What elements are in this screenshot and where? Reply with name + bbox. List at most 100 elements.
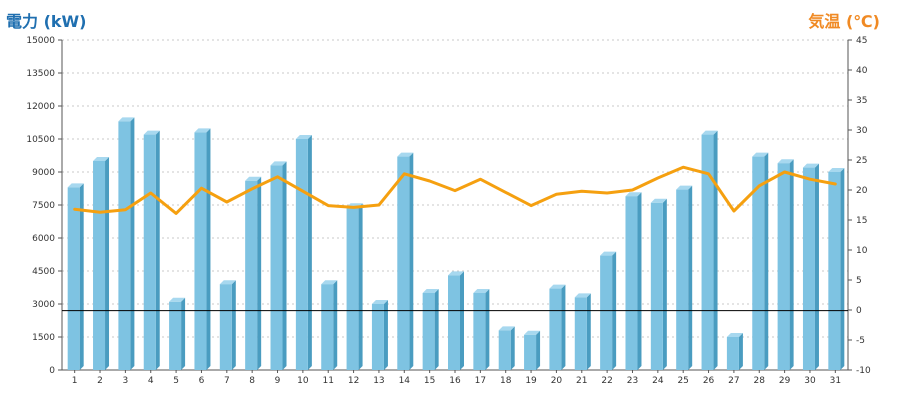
y-right-tick-label: 5 bbox=[856, 276, 862, 286]
x-tick-label: 5 bbox=[173, 376, 179, 386]
bar-side bbox=[662, 198, 667, 370]
temperature-line bbox=[73, 165, 837, 215]
bar-top bbox=[752, 152, 769, 157]
x-tick-label: 9 bbox=[275, 376, 281, 386]
bar-side bbox=[688, 185, 693, 370]
bar-side bbox=[358, 203, 363, 370]
bar bbox=[448, 275, 460, 370]
y-left-tick-label: 3000 bbox=[32, 300, 55, 310]
bar bbox=[625, 196, 638, 370]
y-right-tick-label: 45 bbox=[856, 36, 867, 46]
bar-top bbox=[448, 271, 464, 276]
x-tick-label: 6 bbox=[199, 376, 205, 386]
bar bbox=[397, 156, 410, 370]
y-left-tick-label: 9000 bbox=[32, 168, 55, 178]
x-tick-label: 31 bbox=[830, 376, 841, 386]
bar bbox=[295, 139, 308, 370]
bar-side bbox=[130, 117, 135, 371]
bar bbox=[726, 337, 739, 370]
x-tick-label: 28 bbox=[754, 376, 766, 386]
bar bbox=[321, 284, 334, 370]
bar-side bbox=[637, 192, 642, 370]
bar-top bbox=[219, 280, 236, 285]
bar bbox=[118, 121, 131, 371]
bar bbox=[701, 134, 714, 370]
x-tick-label: 17 bbox=[475, 376, 486, 386]
x-tick-label: 30 bbox=[804, 376, 816, 386]
bar bbox=[371, 304, 384, 370]
bar-top bbox=[701, 130, 718, 135]
bar bbox=[650, 202, 663, 370]
x-tick-label: 2 bbox=[97, 376, 103, 386]
bar bbox=[549, 288, 562, 370]
bar-top bbox=[422, 289, 439, 293]
bar-side bbox=[586, 293, 591, 370]
bar-top bbox=[600, 251, 617, 256]
y-left-tick-label: 7500 bbox=[32, 201, 55, 211]
x-tick-label: 16 bbox=[449, 376, 461, 386]
x-tick-label: 3 bbox=[123, 376, 129, 386]
bar-top bbox=[270, 161, 287, 166]
bar-side bbox=[840, 168, 845, 370]
x-tick-label: 19 bbox=[525, 376, 537, 386]
bar-side bbox=[510, 326, 515, 370]
bar-side bbox=[561, 284, 566, 370]
x-tick-label: 12 bbox=[348, 376, 359, 386]
x-tick-label: 7 bbox=[224, 376, 230, 386]
bar bbox=[828, 172, 841, 370]
bar-side bbox=[257, 176, 262, 370]
bar-side bbox=[333, 280, 338, 370]
bar-side bbox=[713, 130, 718, 370]
bar bbox=[422, 293, 435, 370]
x-tick-label: 23 bbox=[627, 376, 638, 386]
bar-side bbox=[814, 163, 819, 370]
y-left-tick-label: 10500 bbox=[26, 135, 55, 145]
bar-top bbox=[397, 152, 414, 157]
bar bbox=[219, 284, 232, 370]
y-left-tick-label: 15000 bbox=[26, 36, 55, 46]
x-tick-label: 15 bbox=[424, 376, 435, 386]
bar bbox=[574, 297, 587, 370]
bar bbox=[752, 156, 765, 370]
y-left-tick-label: 12000 bbox=[26, 102, 55, 112]
bar bbox=[194, 132, 207, 370]
x-tick-label: 20 bbox=[551, 376, 563, 386]
y-right-tick-label: 30 bbox=[856, 126, 868, 136]
bar-top bbox=[549, 284, 566, 289]
y-left-tick-label: 1500 bbox=[32, 333, 55, 343]
bar bbox=[676, 189, 689, 370]
bar-top bbox=[169, 297, 186, 302]
bar-top bbox=[473, 289, 490, 293]
x-tick-label: 27 bbox=[728, 376, 739, 386]
x-tick-label: 14 bbox=[399, 376, 411, 386]
x-tick-label: 18 bbox=[500, 376, 512, 386]
y-left-tick-label: 4500 bbox=[32, 267, 55, 277]
bar bbox=[270, 165, 283, 370]
bar bbox=[473, 293, 486, 370]
bar-side bbox=[181, 297, 186, 370]
x-tick-label: 22 bbox=[601, 376, 612, 386]
bar-top bbox=[574, 293, 591, 298]
y-left-tick-label: 0 bbox=[49, 366, 55, 376]
x-tick-label: 1 bbox=[72, 376, 78, 386]
y-left-tick-label: 6000 bbox=[32, 234, 55, 244]
bar-top bbox=[194, 128, 211, 133]
x-tick-label: 24 bbox=[652, 376, 664, 386]
bar-side bbox=[409, 152, 414, 370]
x-tick-label: 11 bbox=[322, 376, 333, 386]
bar-top bbox=[802, 163, 819, 168]
y-right-tick-label: -5 bbox=[856, 336, 865, 346]
bar-side bbox=[79, 183, 84, 370]
bar-side bbox=[307, 135, 312, 370]
bar-top bbox=[67, 183, 84, 188]
bar-side bbox=[460, 271, 464, 370]
bar-side bbox=[383, 300, 388, 370]
bar bbox=[67, 187, 80, 370]
bar bbox=[169, 301, 182, 370]
bar-side bbox=[206, 128, 211, 370]
x-tick-label: 21 bbox=[576, 376, 587, 386]
bar-top bbox=[650, 198, 667, 203]
bar-top bbox=[726, 333, 743, 337]
x-tick-label: 29 bbox=[779, 376, 791, 386]
bar-side bbox=[738, 333, 743, 370]
